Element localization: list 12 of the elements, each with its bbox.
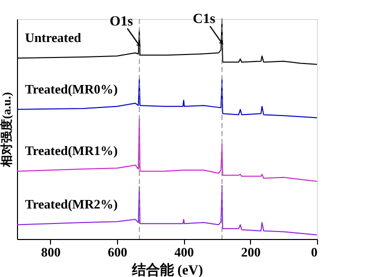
series-label: Treated(MR1%)	[25, 143, 118, 158]
annotation: C1s	[192, 12, 216, 28]
series-label: Treated(MR0%)	[25, 81, 118, 96]
x-tick-label: 400	[174, 244, 194, 260]
x-tick-label: 800	[41, 244, 61, 260]
x-tick-label: 0	[311, 244, 318, 260]
series-label: Treated(MR2%)	[25, 196, 118, 212]
x-tick-label: 600	[108, 244, 128, 260]
series-label: Untreated	[25, 30, 82, 46]
annotation: O1s	[110, 14, 134, 30]
y-axis-title: 相对强度(a.u.)	[0, 92, 14, 168]
x-tick-label: 200	[241, 244, 261, 260]
